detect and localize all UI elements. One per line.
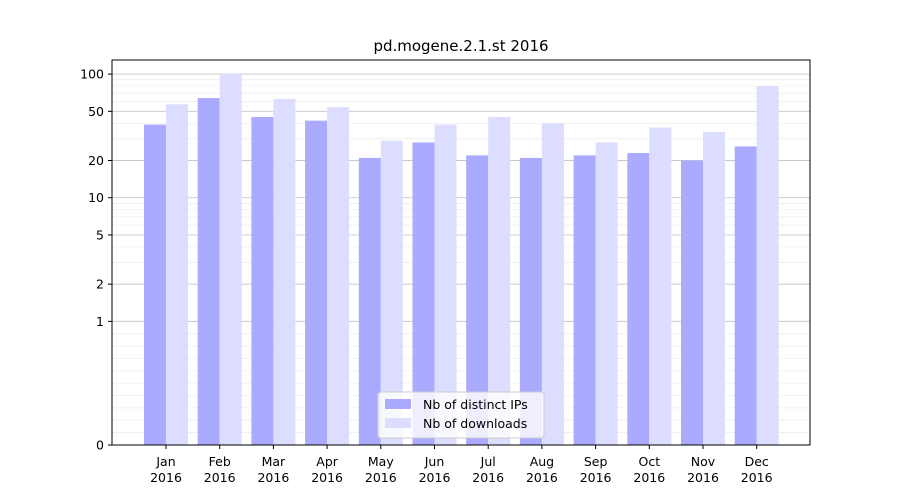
bar-downloads: [756, 86, 779, 446]
bar-ips: [412, 142, 435, 445]
legend: Nb of distinct IPs Nb of downloads: [377, 391, 545, 439]
bar-downloads: [541, 123, 564, 445]
legend-label: Nb of distinct IPs: [423, 397, 528, 412]
x-tick-label: May: [368, 454, 394, 469]
x-tick-sublabel: 2016: [257, 470, 289, 485]
legend-swatch: [385, 399, 411, 409]
x-tick-sublabel: 2016: [687, 470, 719, 485]
bar-ips: [197, 98, 220, 445]
x-tick-label: Aug: [530, 454, 554, 469]
x-tick-label: Jun: [424, 454, 445, 469]
bar-downloads: [434, 124, 457, 445]
bar-downloads: [649, 127, 672, 446]
y-tick-label: 0: [96, 438, 104, 453]
bar-ips: [144, 124, 166, 445]
x-tick-label: Oct: [638, 454, 660, 469]
x-tick-label: Nov: [691, 454, 716, 469]
x-tick-label: Mar: [262, 454, 286, 469]
y-tick-label: 100: [80, 67, 104, 82]
y-tick-label: 50: [88, 104, 104, 119]
y-tick-label: 10: [88, 190, 104, 205]
bar-ips: [681, 160, 703, 445]
plot-frame: [111, 59, 811, 446]
chart-title: pd.mogene.2.1.st 2016: [373, 37, 548, 55]
bar-downloads: [327, 107, 350, 445]
bar-ips: [734, 146, 757, 445]
bar-ips: [358, 157, 381, 446]
x-tick-label: Feb: [209, 454, 231, 469]
bar-downloads: [166, 104, 188, 445]
bar-ips: [466, 155, 489, 445]
bar-downloads: [703, 132, 725, 446]
x-tick-label: Jul: [480, 454, 496, 469]
x-tick-label: Jan: [155, 454, 175, 469]
legend-swatch: [385, 418, 411, 428]
x-tick-sublabel: 2016: [150, 470, 182, 485]
y-tick-label: 20: [88, 153, 104, 168]
bar-ips: [627, 153, 650, 445]
x-tick-sublabel: 2016: [741, 470, 773, 485]
bar-ips: [519, 157, 542, 446]
bar-ips: [305, 120, 328, 446]
bar-downloads: [219, 74, 242, 446]
y-tick-label: 1: [96, 314, 104, 329]
x-axis: Jan2016Feb2016Mar2016Apr2016May2016Jun20…: [150, 445, 773, 485]
bar-downloads: [380, 140, 403, 445]
legend-label: Nb of downloads: [423, 416, 527, 431]
x-tick-sublabel: 2016: [204, 470, 236, 485]
x-tick-sublabel: 2016: [580, 470, 612, 485]
x-tick-label: Dec: [745, 454, 769, 469]
x-tick-sublabel: 2016: [419, 470, 451, 485]
x-tick-label: Apr: [316, 454, 338, 469]
x-tick-sublabel: 2016: [472, 470, 504, 485]
x-tick-sublabel: 2016: [526, 470, 558, 485]
bars: [144, 74, 779, 446]
bar-downloads: [595, 142, 618, 445]
x-tick-sublabel: 2016: [311, 470, 343, 485]
bar-ips: [573, 155, 596, 445]
x-tick-sublabel: 2016: [633, 470, 665, 485]
x-tick-label: Sep: [584, 454, 608, 469]
x-tick-sublabel: 2016: [365, 470, 397, 485]
bar-ips: [251, 116, 274, 445]
legend-box: [377, 391, 545, 439]
bar-downloads: [273, 98, 296, 445]
y-tick-label: 5: [96, 227, 104, 242]
y-tick-label: 2: [96, 277, 104, 292]
y-axis: 0 1 2 5 10 20 50 100: [80, 67, 112, 453]
bar-downloads: [488, 116, 511, 445]
